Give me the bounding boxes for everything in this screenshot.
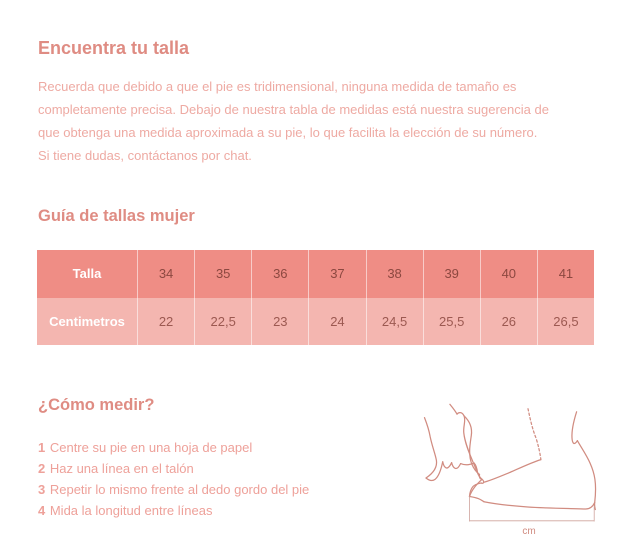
svg-text:cm: cm <box>522 526 535 537</box>
